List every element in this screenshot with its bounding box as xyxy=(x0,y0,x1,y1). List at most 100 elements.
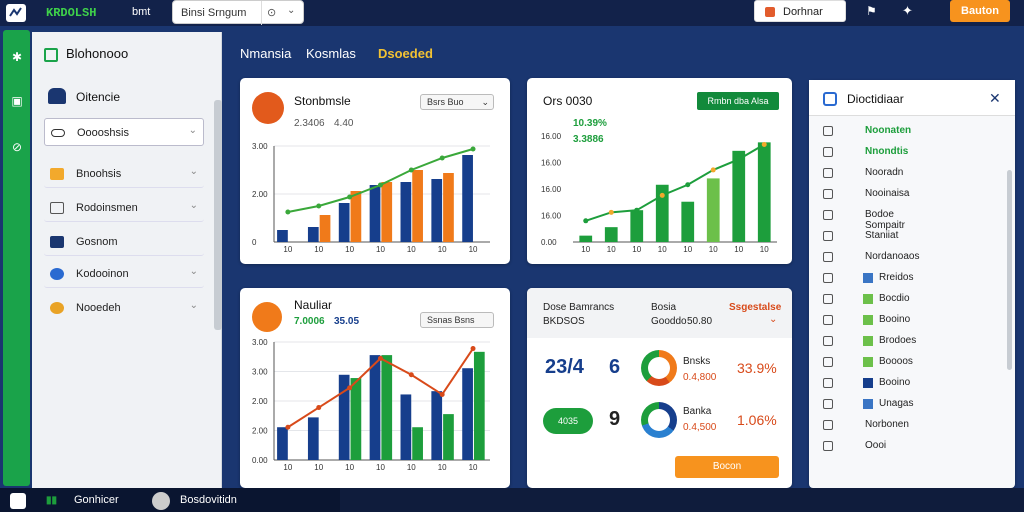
card-dropdown[interactable]: Ssnas Bsns xyxy=(420,312,494,328)
y-tick-label: 16.00 xyxy=(541,212,562,221)
close-icon[interactable]: ✕ xyxy=(989,90,1001,106)
search-input[interactable]: Binsi Srngum ⊙ ⌄ xyxy=(172,0,304,25)
list-item-icon xyxy=(823,168,833,178)
bar xyxy=(400,394,412,460)
list-item-label: Booino xyxy=(879,377,911,388)
chevron-down-icon: ⌄ xyxy=(189,300,198,311)
summary-row-left: BKDSOS xyxy=(543,316,585,327)
list-item-icon xyxy=(823,126,833,136)
y-tick-label: 16.00 xyxy=(541,159,562,168)
bar xyxy=(431,391,443,460)
x-tick-label: 10 xyxy=(407,245,416,254)
x-tick-label: 10 xyxy=(376,245,385,254)
chevron-down-icon[interactable]: ⌄ xyxy=(769,314,778,325)
x-tick-label: 10 xyxy=(683,245,692,254)
dashboard-icon[interactable]: ▣ xyxy=(11,94,23,108)
list-item-icon xyxy=(823,273,833,283)
star-icon[interactable]: ✱ xyxy=(11,50,23,64)
sidebar-item-3[interactable]: Rodoinsmen ⌄ xyxy=(44,194,204,222)
app-logo-icon[interactable] xyxy=(6,4,26,22)
zoom-icon[interactable]: ⊙ xyxy=(267,7,277,19)
bar xyxy=(579,235,593,242)
bar xyxy=(706,178,720,242)
card-avatar-icon xyxy=(252,92,284,124)
trend-point xyxy=(285,424,291,430)
summary-card: Dose Bamrancs Bosia Ssgestalse BKDSOS Go… xyxy=(527,288,792,488)
list-item-icon xyxy=(823,189,833,199)
sidebar-header: Blohonooo xyxy=(66,46,129,61)
summary-head-mid: Bosia xyxy=(651,302,677,313)
card-sub-left: 2.3406 xyxy=(294,118,325,129)
trend-point xyxy=(634,207,640,213)
tab-3[interactable]: Dsoeded xyxy=(378,46,433,61)
sidebar-item-1[interactable]: Ooooshsis ⌄ xyxy=(44,118,204,146)
cta-button[interactable]: Bauton xyxy=(950,0,1010,22)
list-item-icon xyxy=(823,357,833,367)
bar xyxy=(350,378,362,460)
card-dropdown[interactable]: Bsrs Buo ⌄ xyxy=(420,94,494,110)
big-number-1: 23/4 xyxy=(545,356,584,378)
account-button[interactable]: Dorhnar xyxy=(754,0,846,22)
summary-row-mid: Gooddo xyxy=(651,316,687,327)
trend-point xyxy=(285,209,291,215)
list-item-icon xyxy=(823,315,833,325)
top-nav-link[interactable]: bmt xyxy=(132,6,151,18)
link-icon xyxy=(51,129,65,137)
x-tick-label: 10 xyxy=(760,245,769,254)
sidebar-item-5[interactable]: Kodooinon ⌄ xyxy=(44,260,204,288)
trend-line xyxy=(585,143,765,222)
chevron-down-icon[interactable]: ⌄ xyxy=(287,5,296,16)
y-tick-label: 2.00 xyxy=(252,190,268,199)
list-item-label: Noonaten xyxy=(865,125,912,136)
card-icon xyxy=(50,236,64,248)
bottom-tag: ▮▮ xyxy=(46,495,58,506)
sidebar-item-4[interactable]: Gosnom xyxy=(44,228,204,256)
sidebar-item-6[interactable]: Nooedeh ⌄ xyxy=(44,294,204,322)
sidebar: Blohonooo Oitencie Ooooshsis ⌄ Bnoohsis … xyxy=(32,32,222,488)
chevron-down-icon: ⌄ xyxy=(481,97,489,107)
color-swatch xyxy=(863,336,873,346)
color-swatch xyxy=(863,294,873,304)
avatar[interactable] xyxy=(152,492,170,510)
sidebar-item-2[interactable]: Bnoohsis ⌄ xyxy=(44,160,204,188)
sidebar-scrollbar[interactable] xyxy=(214,100,222,330)
card-title: Nauliar xyxy=(294,298,333,312)
right-panel: Dioctidiaar ✕ Noonaten Nnondtis Nooradn Noo… xyxy=(809,80,1015,488)
bar xyxy=(412,427,423,460)
card-sub-left: 7.0006 xyxy=(294,316,325,327)
settings-icon[interactable]: ⊘ xyxy=(11,140,23,154)
x-tick-label: 10 xyxy=(314,463,323,472)
trend-point xyxy=(685,182,691,188)
summary-action-button[interactable]: Bocon xyxy=(675,456,779,478)
summary-head-left: Dose Bamrancs xyxy=(543,302,615,313)
donut-2-label: Banka xyxy=(683,406,712,417)
list-item-icon xyxy=(823,420,833,430)
bar xyxy=(443,173,454,242)
trend-point xyxy=(347,385,353,391)
list-item-icon xyxy=(823,231,833,241)
chevron-down-icon: ⌄ xyxy=(188,125,197,136)
list-item-label: Oooi xyxy=(865,440,887,451)
bell-icon[interactable]: ⚑ xyxy=(866,4,877,18)
panel-scrollbar[interactable] xyxy=(1007,170,1012,370)
trend-point xyxy=(583,218,589,224)
bar xyxy=(431,179,443,242)
bar xyxy=(381,182,393,242)
trend-point xyxy=(439,155,445,161)
badge-button[interactable]: Rmbn dba Alsa xyxy=(697,92,779,110)
list-item-icon xyxy=(823,399,833,409)
x-tick-label: 10 xyxy=(314,245,323,254)
gear-icon[interactable]: ✦ xyxy=(902,3,913,18)
target-icon xyxy=(50,302,64,314)
tab-1[interactable]: Nmansia xyxy=(240,46,292,61)
trend-point xyxy=(470,146,476,152)
chart-card-1: Stonbmsle 2.3406 4.40 Bsrs Buo ⌄ 3.00 2.0… xyxy=(240,78,510,264)
y-tick-label: 16.00 xyxy=(541,132,562,141)
list-item-icon xyxy=(823,378,833,388)
donut-2-percent: 1.06% xyxy=(737,412,777,428)
summary-head-right: Ssgestalse xyxy=(729,302,782,313)
app-icon[interactable] xyxy=(10,493,26,509)
tab-2[interactable]: Kosmlas xyxy=(306,46,356,61)
doc-icon xyxy=(44,48,58,62)
list-item-label: Bodoe Sompaitr xyxy=(865,209,906,231)
